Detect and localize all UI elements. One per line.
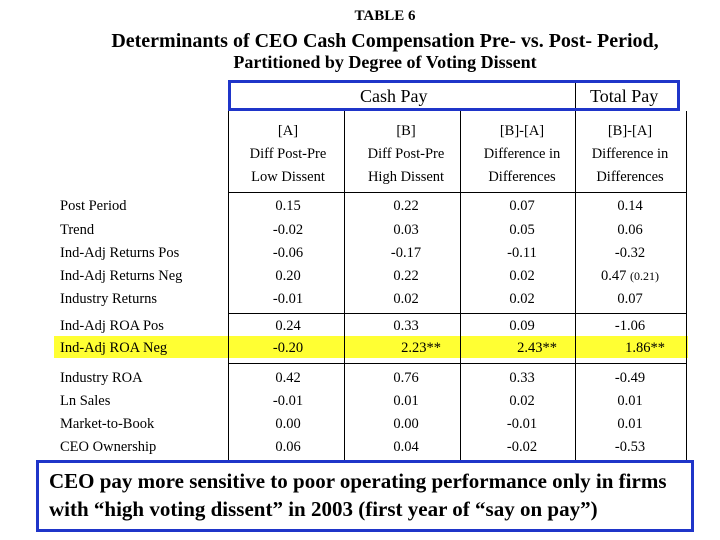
table-cell: 0.01 — [617, 416, 643, 432]
table-cell: 0.33 — [393, 318, 419, 334]
highlight-row — [54, 336, 688, 358]
table-cell: -0.49 — [614, 370, 646, 386]
table-cell: 0.76 — [393, 370, 419, 386]
grid-line — [686, 111, 687, 460]
table-cell: 0.24 — [275, 318, 301, 334]
table-cell: 0.22 — [393, 268, 419, 284]
table-cell: -0.01 — [272, 393, 304, 409]
row-label-market-to-book: Market-to-Book — [60, 416, 155, 432]
table-cell: -0.01 — [272, 291, 304, 307]
table-cell: 0.01 — [617, 393, 643, 409]
table-cell: 2.43** — [517, 340, 557, 356]
table-cell: 1.86** — [625, 340, 665, 356]
table-cell: -0.17 — [390, 245, 422, 261]
row-label-ind-adj-returns-pos: Ind-Adj Returns Pos — [60, 245, 180, 261]
grid-line — [460, 111, 461, 460]
table-cell: -0.02 — [272, 222, 304, 238]
table-cell: 0.00 — [393, 416, 419, 432]
cell-note: (0.21) — [630, 269, 659, 283]
grid-line — [344, 111, 345, 460]
table-cell: 2.23** — [401, 340, 441, 356]
table-cell: 0.47 (0.21) — [601, 268, 659, 284]
column-header-b: [B] Diff Post-Pre High Dissent — [367, 123, 445, 185]
table-cell: 0.15 — [275, 198, 301, 214]
table-cell: 0.01 — [393, 393, 419, 409]
table-cell: 0.33 — [509, 370, 535, 386]
column-header-cash-diff: [B]-[A] Difference in Differences — [483, 123, 561, 185]
total-pay-header: Total Pay — [590, 86, 659, 106]
table-cell: 0.02 — [509, 268, 535, 284]
row-label-ceo-ownership: CEO Ownership — [60, 439, 157, 455]
callout-text: CEO pay more sensitive to poor operating… — [49, 469, 667, 521]
table-cell: 0.04 — [393, 439, 419, 455]
table-cell: -0.53 — [614, 439, 646, 455]
table-cell: -1.06 — [614, 318, 646, 334]
table-cell: -0.01 — [506, 416, 538, 432]
table-cell: 0.07 — [509, 198, 535, 214]
table-cell: -0.32 — [614, 245, 646, 261]
table-cell: -0.20 — [272, 340, 304, 356]
row-label-ind-adj-returns-neg: Ind-Adj Returns Neg — [60, 268, 183, 284]
table-cell: 0.00 — [275, 416, 301, 432]
table-title-line1: Determinants of CEO Cash Compensation Pr… — [111, 30, 659, 52]
column-header-a: [A] Diff Post-Pre Low Dissent — [249, 123, 327, 185]
row-label-industry-roa: Industry ROA — [60, 370, 143, 386]
table-cell: 0.02 — [509, 393, 535, 409]
grid-line — [228, 363, 686, 364]
table-cell: 0.20 — [275, 268, 301, 284]
table-cell: 0.03 — [393, 222, 419, 238]
callout-box: CEO pay more sensitive to poor operating… — [36, 460, 694, 532]
table-cell: 0.42 — [275, 370, 301, 386]
table-cell: 0.02 — [393, 291, 419, 307]
row-label-trend: Trend — [60, 222, 95, 238]
table-cell: 0.05 — [509, 222, 535, 238]
table-cell: -0.11 — [507, 245, 537, 261]
row-label-ln-sales: Ln Sales — [60, 393, 111, 409]
table-cell: 0.02 — [509, 291, 535, 307]
row-label-ind-adj-roa-neg: Ind-Adj ROA Neg — [60, 340, 168, 356]
table-cell: 0.06 — [617, 222, 643, 238]
table-cell: 0.06 — [275, 439, 301, 455]
grid-line — [228, 192, 686, 193]
table-title-line2: Partitioned by Degree of Voting Dissent — [233, 52, 537, 72]
row-label-industry-returns: Industry Returns — [60, 291, 158, 307]
table-cell: 0.07 — [617, 291, 643, 307]
table-label: TABLE 6 — [354, 8, 416, 24]
grid-line — [228, 313, 686, 314]
cash-pay-header: Cash Pay — [360, 86, 428, 106]
table-cell: 0.14 — [617, 198, 643, 214]
table-cell: 0.09 — [509, 318, 535, 334]
pay-header-divider — [575, 83, 576, 108]
row-label-post-period: Post Period — [60, 198, 127, 214]
row-label-ind-adj-roa-pos: Ind-Adj ROA Pos — [60, 318, 164, 334]
table-cell: -0.02 — [506, 439, 538, 455]
column-header-total-diff: [B]-[A] Difference in Differences — [591, 123, 669, 185]
grid-line — [575, 111, 576, 460]
grid-line — [228, 111, 229, 460]
pay-header-box — [228, 80, 680, 111]
table-cell: 0.22 — [393, 198, 419, 214]
table-cell: -0.06 — [272, 245, 304, 261]
